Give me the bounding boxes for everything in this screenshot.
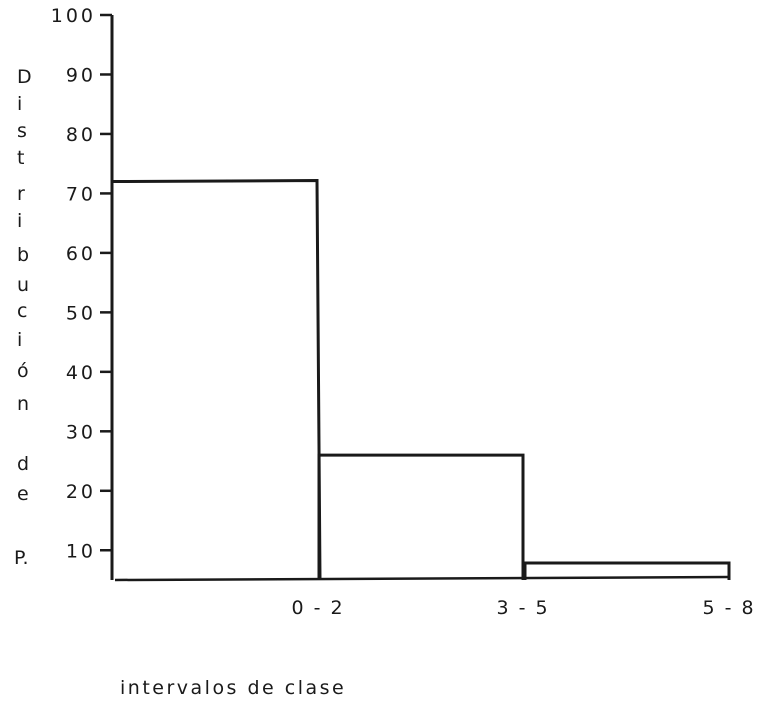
bars (111, 179, 731, 581)
y-axis-title-letter: i (17, 93, 22, 115)
y-tick-label: 40 (66, 362, 96, 384)
y-tick-label: 50 (66, 302, 96, 324)
x-category-label: 5 - 8 (702, 597, 755, 619)
x-axis-title: intervalos de clase (120, 677, 346, 699)
y-axis: 10 20 30 40 50 60 70 80 90 100 (51, 5, 730, 582)
y-tick-label: 70 (66, 183, 96, 205)
x-axis-line (114, 575, 730, 582)
y-axis-title-letter: i (17, 329, 22, 351)
bar-3 (523, 561, 731, 580)
y-axis-title-letter: e (17, 483, 29, 505)
y-tick-label: 80 (66, 124, 96, 146)
y-axis-title-letter: D (17, 66, 32, 88)
y-axis-title-letter: ó (17, 360, 29, 382)
y-tick-label: 10 (66, 540, 96, 562)
y-tick-label: 100 (51, 5, 96, 27)
y-axis-title-letter: b (17, 244, 29, 266)
y-axis-title-letter: c (17, 300, 27, 322)
y-axis-title-letter: r (17, 183, 25, 205)
y-axis-title-letter: d (17, 453, 29, 475)
y-tick-label: 20 (66, 481, 96, 503)
y-tick-label: 90 (66, 64, 96, 86)
y-axis-title-letter: s (17, 120, 27, 142)
bar-1 (111, 179, 322, 581)
y-axis-title-letter: i (17, 210, 22, 232)
category-labels: 0 - 2 3 - 5 5 - 8 (291, 597, 755, 619)
y-tick-label: 30 (66, 421, 96, 443)
y-axis-title-letter: n (17, 393, 29, 415)
y-axis-title-letter: u (17, 274, 29, 296)
bar-2 (317, 453, 525, 580)
x-category-label: 0 - 2 (291, 597, 344, 619)
x-category-label: 3 - 5 (496, 597, 549, 619)
y-tick-label: 60 (66, 243, 96, 265)
y-axis-title-letter: P. (14, 547, 29, 569)
y-axis-title-letter: t (17, 147, 24, 169)
